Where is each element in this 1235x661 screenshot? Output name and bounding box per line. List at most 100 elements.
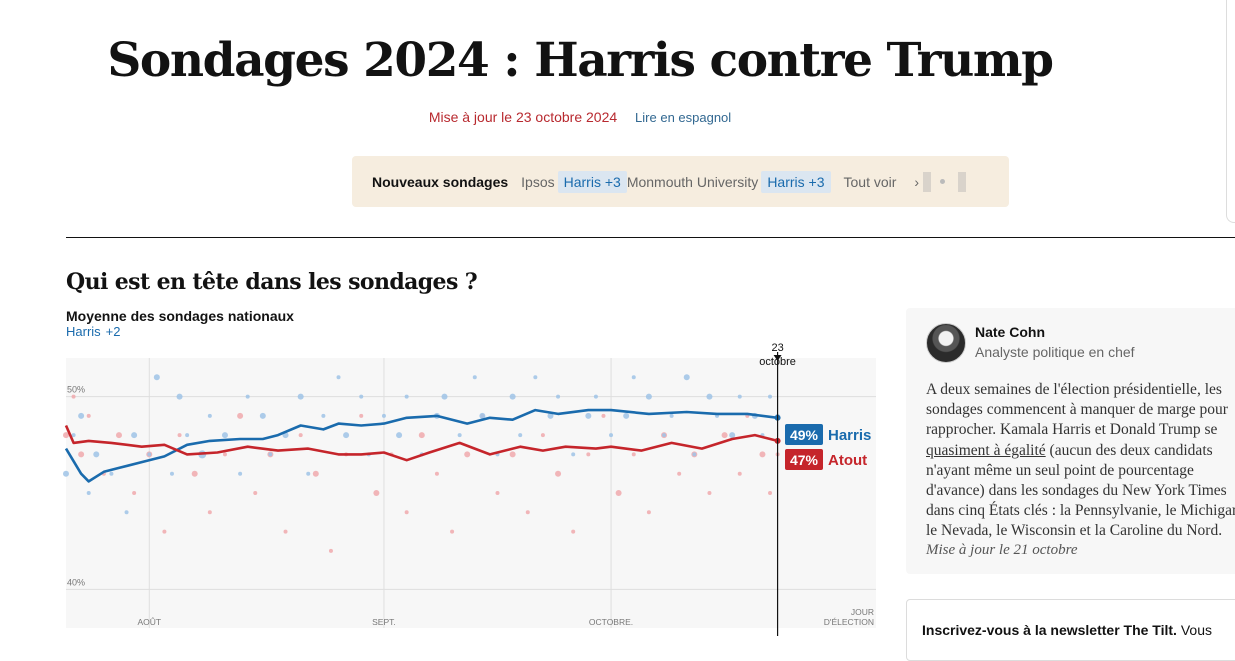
harris-poll-dot <box>86 491 91 495</box>
harris-poll-dot <box>259 412 266 419</box>
harris-poll-dot <box>321 413 326 418</box>
trump-poll-dot <box>615 490 622 496</box>
harris-poll-dot <box>131 432 138 439</box>
end-value-label: 49% <box>790 427 819 443</box>
harris-poll-dot <box>221 432 228 439</box>
harris-poll-dot <box>147 452 152 457</box>
newsletter-text[interactable]: Inscrivez-vous à la newsletter The Tilt.… <box>922 622 1212 638</box>
trump-poll-dot <box>586 452 591 457</box>
poll-pollster-1[interactable]: Ipsos <box>521 173 555 190</box>
harris-poll-dot <box>297 393 304 400</box>
trump-poll-dot <box>359 413 364 418</box>
series-line-atout <box>64 424 778 462</box>
newsletter-signup[interactable]: Inscrivez-vous à la newsletter The Tilt.… <box>906 599 1235 661</box>
harris-poll-dot <box>683 374 690 381</box>
trump-poll-dot <box>450 529 455 534</box>
trump-poll-dot <box>312 470 319 477</box>
new-polls-bar: Nouveaux sondages Ipsos Harris +3 Monmou… <box>352 156 1009 207</box>
trump-poll-dot <box>571 529 576 534</box>
analysis-card: Nate Cohn Analyste politique en chef A d… <box>906 308 1235 574</box>
side-panel-edge <box>1226 0 1235 223</box>
analysis-link[interactable]: quasiment à égalité <box>926 441 1046 459</box>
trump-poll-dot <box>434 471 439 476</box>
harris-poll-dot <box>153 374 160 381</box>
harris-poll-dot <box>729 432 736 439</box>
new-polls-label: Nouveaux sondages <box>372 173 509 190</box>
author-role: Analyste politique en chef <box>975 344 1135 360</box>
trump-poll-dot <box>495 491 500 495</box>
harris-poll-dot <box>593 394 598 399</box>
analysis-text: A deux semaines de l'élection présidenti… <box>926 380 1235 542</box>
trump-poll-dot <box>253 491 258 495</box>
harris-poll-dot <box>623 412 630 419</box>
trump-poll-dot <box>464 451 471 458</box>
harris-poll-dot <box>479 412 486 419</box>
carousel-thumb-1 <box>923 171 932 192</box>
trump-poll-dot <box>162 529 167 534</box>
harris-poll-dot <box>306 471 311 476</box>
harris-poll-dot <box>547 412 554 419</box>
trump-poll-dot <box>298 433 303 438</box>
trump-poll-dot <box>677 471 682 476</box>
analysis-updated: Mise à jour le 21 octobre <box>926 542 1078 558</box>
trump-poll-dot <box>631 452 636 457</box>
harris-poll-dot <box>185 433 190 438</box>
trump-poll-dot <box>707 491 712 495</box>
poll-pollster-2[interactable]: Monmouth University <box>626 173 759 190</box>
end-value-label: 47% <box>790 452 819 468</box>
trump-poll-dot <box>601 413 606 418</box>
harris-poll-dot <box>533 375 538 380</box>
updated-timestamp: Mise à jour le 23 octobre 2024 <box>428 109 618 125</box>
trump-poll-dot <box>283 529 288 534</box>
trump-poll-dot <box>737 471 742 476</box>
trump-poll-dot <box>71 394 76 399</box>
harris-poll-dot <box>441 393 448 400</box>
trump-poll-dot <box>555 470 562 477</box>
harris-poll-dot <box>176 393 183 400</box>
harris-poll-dot <box>556 394 561 399</box>
harris-poll-dot <box>404 394 409 399</box>
x-tick-label: SEPT. <box>372 617 396 627</box>
trump-poll-dot <box>191 470 198 477</box>
x-tick-label: OCTOBRE. <box>589 617 633 627</box>
next-arrow-icon[interactable]: › <box>914 173 920 190</box>
x-tick-label: JOUR <box>851 607 874 617</box>
update-line: Mise à jour le 23 octobre 2024 Lire en e… <box>0 109 1160 125</box>
harris-poll-dot <box>609 433 614 438</box>
harris-poll-dot <box>472 375 477 380</box>
trump-poll-dot <box>132 491 137 495</box>
poll-average-chart[interactable]: 50% 40% AOÛT SEPT. OCTOBRE. JOUR D'ÉLECTION 23 o… <box>0 330 900 636</box>
lead-name: Harris <box>66 324 101 339</box>
x-tick-label: AOÛT <box>137 617 161 627</box>
harris-poll-dot <box>518 433 523 438</box>
trump-poll-dot <box>646 510 651 515</box>
harris-poll-dot <box>207 413 212 418</box>
trump-poll-dot <box>177 433 182 438</box>
trump-poll-dot <box>768 491 773 495</box>
series-name-label: Harris <box>828 427 871 444</box>
poll-result-1[interactable]: Harris +3 <box>557 170 627 193</box>
harris-poll-dot <box>336 375 341 380</box>
trump-poll-dot <box>115 432 122 439</box>
spanish-link[interactable]: Lire en espagnol <box>635 110 732 125</box>
poll-result-2[interactable]: Harris +3 <box>761 170 831 193</box>
trump-poll-dot <box>222 452 227 457</box>
harris-poll-dot <box>238 471 243 476</box>
harris-poll-dot <box>381 413 386 418</box>
avatar <box>926 323 966 363</box>
trump-poll-dot <box>418 432 425 439</box>
section-divider <box>66 237 1235 238</box>
harris-poll-dot <box>692 452 697 457</box>
harris-poll-dot <box>124 510 129 515</box>
analysis-text-part1: A deux semaines de l'élection présidenti… <box>926 381 1228 439</box>
harris-poll-dot <box>63 470 69 477</box>
trump-poll-dot <box>237 412 244 419</box>
see-all-link[interactable]: Tout voir <box>843 173 897 190</box>
trump-poll-dot <box>207 510 212 515</box>
carousel-thumb-2 <box>958 171 967 192</box>
series-name-label: Atout <box>828 452 867 469</box>
plot-background <box>66 358 876 628</box>
harris-poll-dot <box>245 394 250 399</box>
trump-poll-dot <box>404 510 409 515</box>
